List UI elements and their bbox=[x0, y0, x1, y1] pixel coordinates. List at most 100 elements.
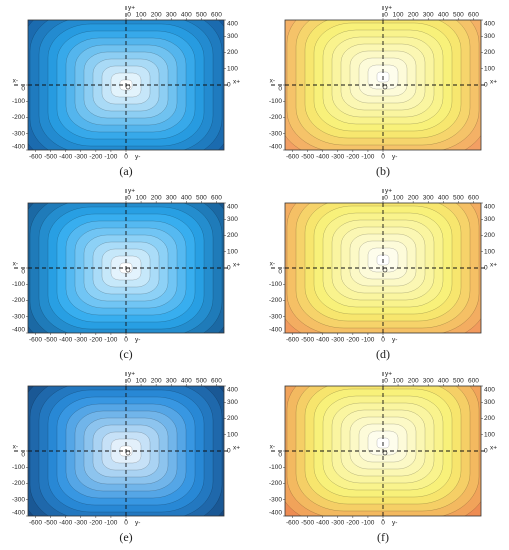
x-tick-label: -300 bbox=[331, 337, 344, 344]
x-tick-label: -500 bbox=[44, 520, 57, 527]
x-tick-label: 200 bbox=[151, 195, 162, 202]
y-tick-label: -100 bbox=[269, 464, 282, 471]
y-tick-label: 100 bbox=[484, 65, 495, 72]
x-tick-label: -600 bbox=[286, 337, 299, 344]
y-tick-label: -200 bbox=[12, 114, 25, 121]
y-tick-label: 0 bbox=[484, 265, 488, 272]
x-tick-label: 100 bbox=[136, 12, 147, 19]
x-tick-label: -300 bbox=[331, 154, 344, 161]
y-tick-label: 0 bbox=[21, 86, 25, 93]
y-tick-label: 0 bbox=[227, 265, 231, 272]
x-tick-label: 0 bbox=[127, 195, 131, 202]
x-tick-label: -200 bbox=[89, 154, 102, 161]
panel: 0 100 200 300 400 500 600-600 -500 -400 -300 -200-… bbox=[12, 188, 240, 361]
x-tick-label: 0 bbox=[124, 337, 128, 344]
panel-label: (a) bbox=[119, 164, 132, 178]
x-tick-label: 400 bbox=[181, 195, 192, 202]
x-tick-label: 600 bbox=[468, 378, 479, 385]
x-tick-label: -600 bbox=[286, 520, 299, 527]
x-tick-label: 600 bbox=[211, 378, 222, 385]
x-tick-label: -200 bbox=[89, 520, 102, 527]
axis-label: x- bbox=[270, 78, 275, 85]
y-tick-label: 100 bbox=[227, 248, 238, 255]
x-tick-label: 0 bbox=[127, 378, 131, 385]
y-tick-label: -200 bbox=[12, 480, 25, 487]
y-tick-label: -200 bbox=[12, 297, 25, 304]
x-tick-label: 200 bbox=[151, 378, 162, 385]
y-tick-label: -400 bbox=[12, 510, 25, 517]
x-tick-label: 100 bbox=[136, 195, 147, 202]
axis-label: y- bbox=[392, 154, 397, 161]
x-tick-label: 400 bbox=[438, 195, 449, 202]
y-tick-label: -100 bbox=[12, 98, 25, 105]
x-tick-label: 0 bbox=[381, 154, 385, 161]
y-tick-label: 100 bbox=[227, 431, 238, 438]
x-tick-label: -500 bbox=[301, 337, 314, 344]
y-tick-label: 0 bbox=[278, 452, 282, 459]
x-tick-label: 200 bbox=[408, 378, 419, 385]
x-tick-label: 300 bbox=[423, 195, 434, 202]
x-tick-label: -100 bbox=[361, 154, 374, 161]
x-tick-label: 400 bbox=[181, 378, 192, 385]
x-tick-label: 500 bbox=[453, 378, 464, 385]
y-tick-label: 400 bbox=[227, 204, 238, 211]
y-tick-label: 100 bbox=[227, 65, 238, 72]
x-tick-label: 500 bbox=[196, 378, 207, 385]
y-tick-label: 300 bbox=[227, 216, 238, 223]
origin-marker bbox=[125, 84, 131, 90]
axis-label: x+ bbox=[233, 79, 240, 86]
x-tick-label: -300 bbox=[74, 337, 87, 344]
y-tick-label: 400 bbox=[227, 387, 238, 394]
y-tick-label: -100 bbox=[12, 281, 25, 288]
axis-label: y+ bbox=[385, 188, 392, 195]
axis-label: y- bbox=[135, 520, 140, 527]
y-tick-label: -100 bbox=[269, 98, 282, 105]
x-tick-label: -100 bbox=[104, 337, 117, 344]
x-tick-label: 300 bbox=[423, 378, 434, 385]
x-tick-label: 500 bbox=[453, 195, 464, 202]
x-tick-label: -400 bbox=[59, 154, 72, 161]
origin-marker bbox=[382, 450, 388, 456]
panel-label: (d) bbox=[376, 347, 390, 361]
panel-label: (e) bbox=[119, 530, 132, 544]
y-tick-label: -200 bbox=[269, 480, 282, 487]
x-tick-label: -200 bbox=[89, 337, 102, 344]
y-tick-label: 200 bbox=[484, 49, 495, 56]
x-tick-label: 0 bbox=[124, 520, 128, 527]
y-tick-label: 300 bbox=[484, 216, 495, 223]
axis-label: x+ bbox=[233, 262, 240, 269]
contour-field bbox=[28, 20, 224, 150]
x-tick-label: 400 bbox=[438, 378, 449, 385]
y-tick-label: 100 bbox=[484, 431, 495, 438]
y-tick-label: 0 bbox=[484, 82, 488, 89]
x-tick-label: 0 bbox=[384, 12, 388, 19]
y-tick-label: 200 bbox=[227, 415, 238, 422]
y-tick-label: 200 bbox=[484, 415, 495, 422]
x-tick-label: -100 bbox=[361, 337, 374, 344]
y-tick-label: -400 bbox=[12, 144, 25, 151]
axis-label: x+ bbox=[490, 79, 497, 86]
panel: 0 100 200 300 400 500 600-600 -500 -400 -300 -200-… bbox=[269, 188, 497, 361]
axis-label: y- bbox=[135, 154, 140, 161]
y-tick-label: -400 bbox=[269, 144, 282, 151]
x-tick-label: -200 bbox=[346, 520, 359, 527]
y-tick-label: 0 bbox=[278, 86, 282, 93]
y-tick-label: -300 bbox=[269, 496, 282, 503]
y-tick-label: -200 bbox=[269, 114, 282, 121]
axis-label: y+ bbox=[385, 5, 392, 12]
panel-label: (c) bbox=[119, 347, 132, 361]
x-tick-label: 600 bbox=[211, 195, 222, 202]
x-tick-label: -300 bbox=[74, 154, 87, 161]
x-tick-label: -100 bbox=[104, 520, 117, 527]
y-tick-label: 400 bbox=[484, 204, 495, 211]
x-tick-label: 500 bbox=[453, 12, 464, 19]
axis-label: y- bbox=[392, 520, 397, 527]
panel: 0 100 200 300 400 500 600-600 -500 -400 -300 -200-… bbox=[269, 5, 497, 178]
axis-label: y- bbox=[135, 337, 140, 344]
x-tick-label: -400 bbox=[316, 520, 329, 527]
y-tick-label: 0 bbox=[227, 82, 231, 89]
panel: 0 100 200 300 400 500 600-600 -500 -400 -300 -200-… bbox=[12, 371, 240, 544]
x-tick-label: -100 bbox=[361, 520, 374, 527]
axis-label: y+ bbox=[128, 5, 135, 12]
